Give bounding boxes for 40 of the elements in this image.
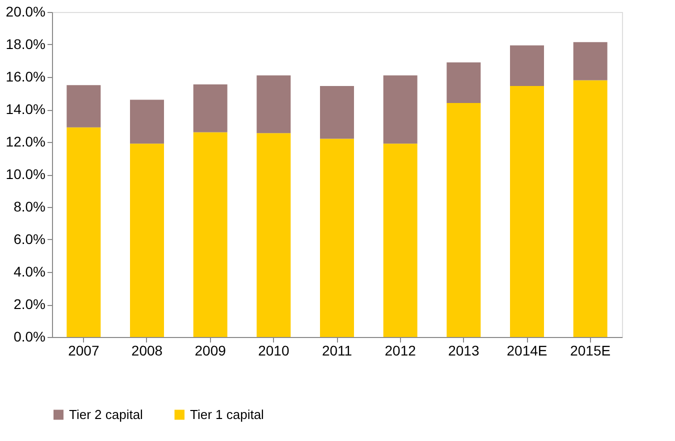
bar [256, 75, 291, 134]
x-tick-label: 2014E [506, 342, 548, 358]
bar [66, 127, 101, 337]
bar [66, 85, 101, 128]
bar [510, 86, 544, 337]
x-tick-label: 2015E [570, 342, 611, 358]
bar [193, 132, 228, 337]
legend-label: Tier 2 capital [69, 406, 144, 422]
x-tick-label: 2010 [258, 342, 290, 358]
bar [573, 42, 608, 80]
bar [320, 86, 354, 139]
bar [130, 100, 164, 144]
bar [446, 103, 481, 337]
y-tick-label: 2.0% [14, 296, 46, 312]
bar [193, 84, 228, 132]
bar [573, 80, 608, 337]
bar [320, 138, 354, 337]
bar [130, 144, 164, 337]
legend-label: Tier 1 capital [190, 406, 264, 422]
bar [510, 45, 544, 86]
y-tick-label: 20.0% [6, 4, 46, 20]
bar [256, 133, 291, 337]
y-tick-label: 0.0% [14, 328, 46, 344]
bar [446, 62, 481, 103]
y-tick-label: 8.0% [14, 198, 46, 214]
x-tick-label: 2013 [448, 342, 480, 358]
y-tick-label: 4.0% [14, 264, 46, 280]
y-tick-label: 14.0% [6, 101, 46, 117]
x-tick-label: 2009 [194, 342, 226, 358]
y-tick-label: 16.0% [6, 68, 46, 84]
y-tick-label: 18.0% [6, 36, 46, 52]
x-tick-label: 2011 [322, 342, 352, 358]
bar [383, 144, 418, 337]
bar [383, 75, 418, 144]
x-tick-label: 2012 [384, 342, 416, 358]
y-tick-label: 10.0% [6, 166, 46, 182]
y-tick-label: 12.0% [6, 134, 46, 150]
x-tick-label: 2007 [68, 342, 100, 358]
x-tick-label: 2008 [131, 342, 163, 358]
y-tick-label: 6.0% [14, 231, 46, 247]
